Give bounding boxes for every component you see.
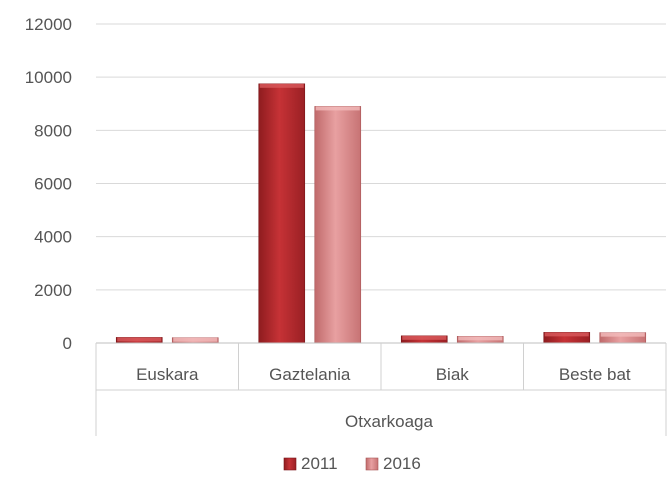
- bar-top-bevel: [259, 83, 304, 88]
- legend-swatch-2011: [283, 457, 297, 471]
- legend-label-2011: 2011: [301, 454, 338, 473]
- y-tick-label: 0: [63, 334, 72, 353]
- bar-top-bevel: [544, 332, 589, 337]
- bar-2016-gaztelania: [314, 106, 362, 344]
- bar-top-bevel: [458, 336, 503, 341]
- group-label: Otxarkoaga: [345, 412, 433, 431]
- y-tick-label: 10000: [25, 68, 72, 87]
- y-tick-label: 8000: [34, 121, 72, 140]
- bar-top-bevel: [315, 106, 360, 111]
- category-labels: Euskara Gaztelania Biak Beste bat: [136, 365, 631, 384]
- legend: 2011 2016: [283, 454, 421, 473]
- y-tick-label: 12000: [25, 15, 72, 34]
- bars: [115, 83, 647, 344]
- category-label: Beste bat: [559, 365, 631, 384]
- legend-swatch-2016: [365, 457, 379, 471]
- bar-2011-gaztelania: [258, 83, 306, 344]
- category-axis: [95, 342, 667, 436]
- bar-top-bevel: [402, 335, 447, 340]
- y-axis-ticks: 0 2000 4000 6000 8000 10000 12000: [25, 15, 72, 353]
- y-tick-label: 4000: [34, 228, 72, 247]
- gridlines: [96, 23, 666, 291]
- bar-top-bevel: [600, 332, 645, 337]
- bar-top-bevel: [117, 337, 162, 342]
- legend-label-2016: 2016: [383, 454, 421, 473]
- category-label: Gaztelania: [269, 365, 351, 384]
- y-tick-label: 6000: [34, 175, 72, 194]
- category-label: Euskara: [136, 365, 199, 384]
- bar-top-bevel: [173, 337, 218, 342]
- category-label: Biak: [436, 365, 470, 384]
- y-tick-label: 2000: [34, 281, 72, 300]
